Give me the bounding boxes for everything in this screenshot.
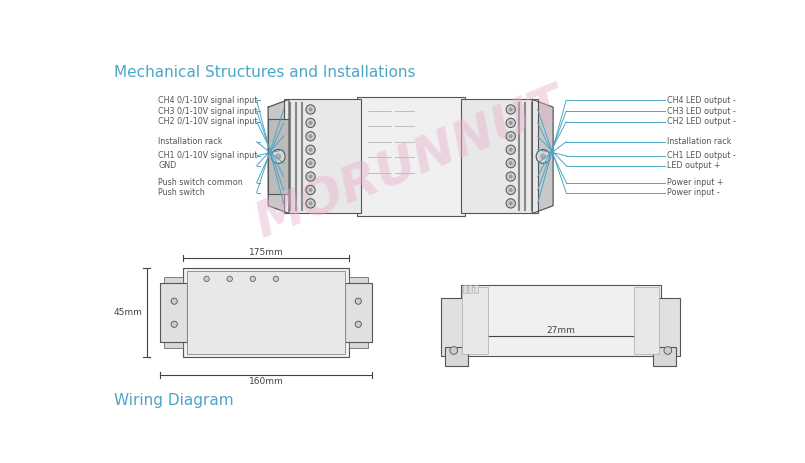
Bar (349, 277, 369, 348)
Circle shape (509, 201, 513, 205)
Circle shape (308, 201, 312, 205)
Bar (462, 287, 488, 354)
Text: 160mm: 160mm (249, 376, 283, 386)
Circle shape (306, 158, 316, 168)
Circle shape (308, 161, 312, 165)
Circle shape (306, 131, 316, 141)
Bar (655, 298, 680, 356)
Circle shape (306, 118, 316, 127)
Bar (268, 119, 289, 194)
Bar (345, 283, 372, 342)
Circle shape (536, 150, 550, 163)
Circle shape (506, 105, 515, 114)
Text: Installation rack: Installation rack (158, 138, 222, 146)
Text: 175mm: 175mm (249, 248, 283, 257)
Circle shape (271, 150, 285, 163)
Circle shape (506, 185, 515, 194)
Circle shape (506, 145, 515, 154)
Text: MORUNNUT: MORUNNUT (249, 79, 572, 247)
Text: CH3 0/1-10V signal input: CH3 0/1-10V signal input (158, 106, 258, 115)
Circle shape (273, 276, 279, 282)
Text: Power input +: Power input + (667, 178, 724, 187)
Circle shape (306, 172, 316, 181)
Circle shape (664, 347, 671, 354)
Bar (634, 287, 659, 354)
Circle shape (308, 121, 312, 125)
Text: CH2 0/1-10V signal input: CH2 0/1-10V signal input (158, 117, 258, 126)
Circle shape (308, 107, 312, 112)
Circle shape (506, 158, 515, 168)
Text: CH1 0/1-10V signal input: CH1 0/1-10V signal input (158, 151, 258, 160)
Circle shape (308, 134, 312, 138)
Text: CH1 LED output -: CH1 LED output - (667, 151, 736, 160)
Bar (357, 97, 464, 216)
Bar (474, 285, 477, 293)
Bar (283, 100, 361, 213)
Circle shape (308, 188, 312, 192)
Bar (445, 347, 469, 366)
Circle shape (509, 188, 513, 192)
Text: CH4 0/1-10V signal input: CH4 0/1-10V signal input (158, 96, 258, 105)
Circle shape (509, 175, 513, 178)
Circle shape (306, 105, 316, 114)
Circle shape (506, 172, 515, 181)
Bar (184, 268, 349, 357)
Circle shape (506, 118, 515, 127)
Text: CH2 LED output -: CH2 LED output - (667, 117, 736, 126)
Text: 27mm: 27mm (547, 326, 576, 335)
Text: Mechanical Structures and Installations: Mechanical Structures and Installations (114, 65, 415, 80)
Circle shape (506, 131, 515, 141)
Circle shape (306, 199, 316, 208)
Text: Installation rack: Installation rack (667, 138, 732, 146)
Circle shape (308, 148, 312, 152)
Circle shape (171, 321, 177, 327)
Circle shape (355, 321, 361, 327)
Text: LED output +: LED output + (667, 161, 720, 170)
Circle shape (450, 347, 457, 354)
Circle shape (250, 276, 255, 282)
Circle shape (509, 134, 513, 138)
Text: Power input -: Power input - (667, 188, 720, 197)
Circle shape (509, 107, 513, 112)
Text: Wiring Diagram: Wiring Diagram (114, 393, 233, 408)
Circle shape (306, 185, 316, 194)
Circle shape (509, 148, 513, 152)
Text: CH3 LED output -: CH3 LED output - (667, 106, 736, 115)
Polygon shape (532, 100, 553, 213)
Bar (188, 271, 345, 354)
Text: 45mm: 45mm (114, 308, 142, 317)
Circle shape (540, 153, 546, 160)
Bar (460, 285, 661, 356)
Bar (463, 285, 467, 293)
Text: GND: GND (158, 161, 176, 170)
Bar (653, 347, 676, 366)
Text: CH4 LED output -: CH4 LED output - (667, 96, 736, 105)
Bar (460, 100, 538, 213)
Circle shape (204, 276, 209, 282)
Circle shape (306, 145, 316, 154)
Polygon shape (268, 100, 289, 213)
Circle shape (506, 199, 515, 208)
Circle shape (171, 298, 177, 304)
Bar (469, 285, 473, 293)
Bar (441, 298, 466, 356)
Circle shape (227, 276, 233, 282)
Bar (164, 277, 184, 348)
Bar (160, 283, 188, 342)
Circle shape (308, 175, 312, 178)
Circle shape (275, 153, 281, 160)
Text: Push switch: Push switch (158, 188, 204, 197)
Circle shape (509, 161, 513, 165)
Circle shape (509, 121, 513, 125)
Text: Push switch common: Push switch common (158, 178, 243, 187)
Circle shape (355, 298, 361, 304)
